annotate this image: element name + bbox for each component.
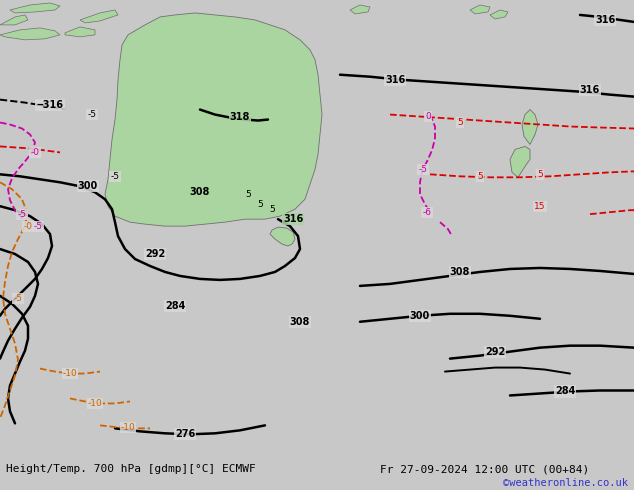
Polygon shape bbox=[470, 5, 490, 14]
Text: -5: -5 bbox=[13, 294, 22, 303]
Text: -10: -10 bbox=[87, 399, 102, 408]
Text: 5: 5 bbox=[245, 190, 251, 199]
Text: 5: 5 bbox=[537, 170, 543, 179]
Polygon shape bbox=[490, 10, 508, 19]
Polygon shape bbox=[0, 28, 60, 40]
Text: Height/Temp. 700 hPa [gdmp][°C] ECMWF: Height/Temp. 700 hPa [gdmp][°C] ECMWF bbox=[6, 465, 256, 474]
Text: -0: -0 bbox=[30, 148, 39, 157]
Text: 300: 300 bbox=[410, 311, 430, 321]
Text: -0: -0 bbox=[23, 221, 32, 231]
Polygon shape bbox=[510, 147, 530, 177]
Text: 5: 5 bbox=[257, 200, 263, 209]
Text: -5: -5 bbox=[18, 210, 27, 219]
Text: 308: 308 bbox=[190, 187, 210, 197]
Polygon shape bbox=[65, 27, 95, 37]
Polygon shape bbox=[522, 110, 538, 145]
Text: 0: 0 bbox=[425, 112, 431, 121]
Text: 318: 318 bbox=[230, 112, 250, 122]
Text: 316: 316 bbox=[580, 85, 600, 95]
Text: 308: 308 bbox=[290, 317, 310, 327]
Text: 5: 5 bbox=[477, 172, 483, 181]
Text: 276: 276 bbox=[175, 429, 195, 440]
Text: 316: 316 bbox=[385, 74, 405, 85]
Text: -10: -10 bbox=[63, 369, 77, 378]
Text: Fr 27-09-2024 12:00 UTC (00+84): Fr 27-09-2024 12:00 UTC (00+84) bbox=[380, 465, 590, 474]
Text: 316: 316 bbox=[595, 15, 615, 25]
Text: 292: 292 bbox=[485, 346, 505, 357]
Text: -5: -5 bbox=[87, 110, 96, 119]
Text: 5: 5 bbox=[269, 205, 275, 214]
Polygon shape bbox=[105, 13, 322, 226]
Text: 284: 284 bbox=[555, 387, 575, 396]
Polygon shape bbox=[80, 10, 118, 23]
Text: 308: 308 bbox=[450, 267, 470, 277]
Polygon shape bbox=[10, 3, 60, 13]
Text: -5: -5 bbox=[34, 221, 42, 231]
Text: 300: 300 bbox=[78, 181, 98, 191]
Text: 5: 5 bbox=[457, 118, 463, 127]
Text: ©weatheronline.co.uk: ©weatheronline.co.uk bbox=[503, 478, 628, 488]
Polygon shape bbox=[0, 15, 28, 25]
Text: ‒316: ‒316 bbox=[37, 99, 63, 110]
Text: 284: 284 bbox=[165, 301, 185, 311]
Text: -5: -5 bbox=[418, 165, 427, 174]
Text: -5: -5 bbox=[110, 172, 119, 181]
Text: 316: 316 bbox=[283, 214, 303, 224]
Polygon shape bbox=[350, 5, 370, 14]
Polygon shape bbox=[270, 227, 295, 246]
Text: 292: 292 bbox=[145, 249, 165, 259]
Text: -6: -6 bbox=[422, 208, 432, 217]
Text: -10: -10 bbox=[120, 423, 136, 432]
Text: 15: 15 bbox=[534, 202, 546, 211]
